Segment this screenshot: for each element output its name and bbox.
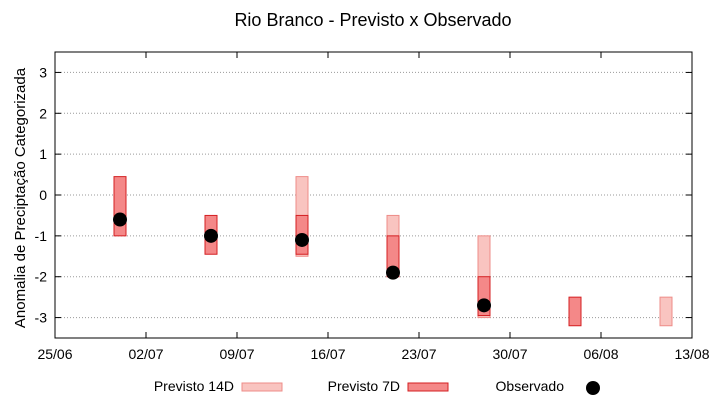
- y-tick-label: 2: [39, 105, 47, 121]
- series-previsto-7d: [113, 176, 582, 327]
- x-tick-label: 23/07: [401, 346, 436, 362]
- x-tick-label: 16/07: [310, 346, 345, 362]
- x-tick-label: 02/07: [128, 346, 163, 362]
- y-tick-label: -2: [35, 269, 48, 285]
- y-tick-label: 0: [39, 187, 47, 203]
- legend-label-observado: Observado: [496, 378, 565, 394]
- chart-title: Rio Branco - Previsto x Observado: [234, 10, 511, 30]
- x-tick-label: 06/08: [583, 346, 618, 362]
- y-axis-label: Anomalia de Preciptação Categorizada: [12, 67, 29, 328]
- y-axis: 3 2 1 0 -1 -2 -3: [35, 64, 692, 326]
- series-observado: [113, 212, 491, 313]
- range-bar: [659, 296, 673, 327]
- x-tick-label: 09/07: [219, 346, 254, 362]
- y-tick-label: -3: [35, 310, 48, 326]
- range-bar: [568, 296, 582, 327]
- legend-marker-observado: [586, 381, 600, 395]
- legend-swatch-previsto-14d: [241, 382, 283, 392]
- observed-point: [204, 228, 218, 243]
- observed-point: [113, 212, 127, 227]
- legend-label-previsto-7d: Previsto 7D: [328, 378, 400, 394]
- x-tick-label: 30/07: [492, 346, 527, 362]
- observed-point: [477, 298, 491, 313]
- y-tick-label: 3: [39, 64, 47, 80]
- x-tick-label: 13/08: [674, 346, 709, 362]
- x-axis: 25/06 02/07 09/07 16/07 23/07 30/07 06/08 13/08: [37, 52, 710, 362]
- legend-swatch-previsto-7d: [407, 382, 449, 392]
- observed-point: [295, 232, 309, 247]
- y-tick-label: 1: [39, 146, 47, 162]
- grid: [55, 71, 692, 319]
- y-tick-label: -1: [35, 228, 48, 244]
- range-bar: [113, 176, 127, 237]
- legend: Previsto 14D Previsto 7D Observado: [154, 378, 600, 395]
- legend-label-previsto-14d: Previsto 14D: [154, 378, 234, 394]
- x-tick-label: 25/06: [37, 346, 72, 362]
- observed-point: [386, 265, 400, 280]
